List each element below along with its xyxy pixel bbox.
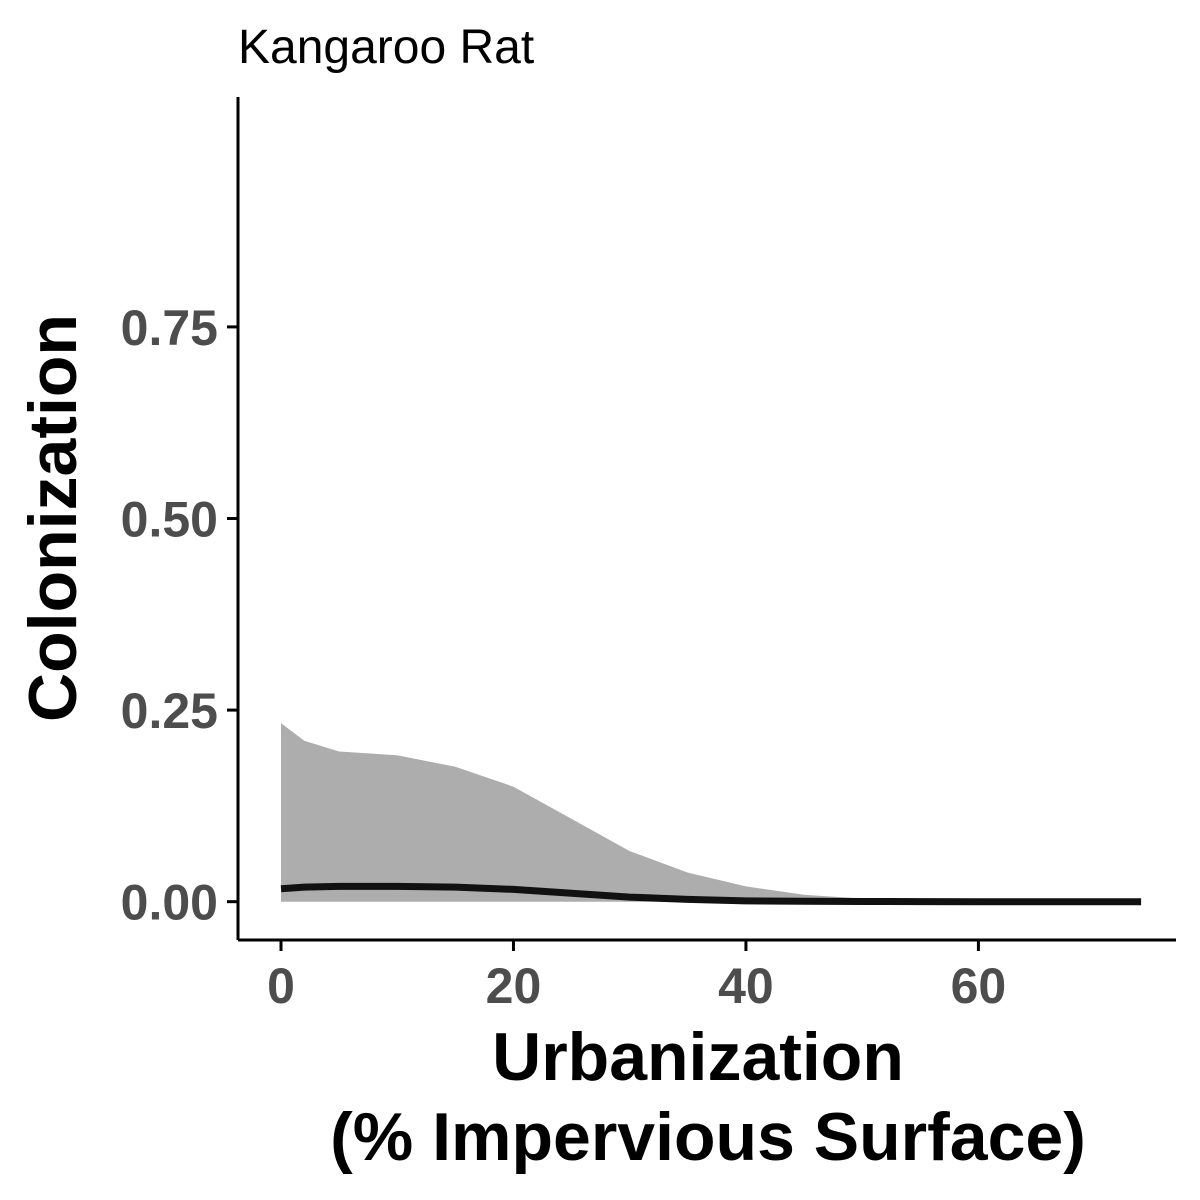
- fitted-line: [280, 882, 1142, 906]
- y-tick-label: 0.25: [121, 683, 218, 739]
- y-tick-label: 0.50: [121, 492, 218, 548]
- chart-title: Kangaroo Rat: [238, 21, 534, 74]
- x-tick-label: 40: [718, 958, 774, 1014]
- x-axis-title-line-1: Urbanization: [492, 1019, 904, 1095]
- plot-area: [280, 723, 1142, 906]
- x-axis-ticks: 0 20 40 60: [267, 940, 1006, 1014]
- y-tick-label: 0.75: [121, 300, 218, 356]
- x-tick-label: 60: [951, 958, 1007, 1014]
- confidence-ribbon: [281, 723, 1142, 902]
- x-tick-label: 0: [267, 958, 295, 1014]
- x-tick-label: 20: [486, 958, 542, 1014]
- y-axis-title: Colonization: [15, 314, 91, 722]
- y-tick-label: 0.00: [121, 875, 218, 931]
- x-axis-title-line-2: (% Impervious Surface): [330, 1099, 1086, 1175]
- y-axis-ticks: 0.00 0.25 0.50 0.75: [121, 300, 238, 931]
